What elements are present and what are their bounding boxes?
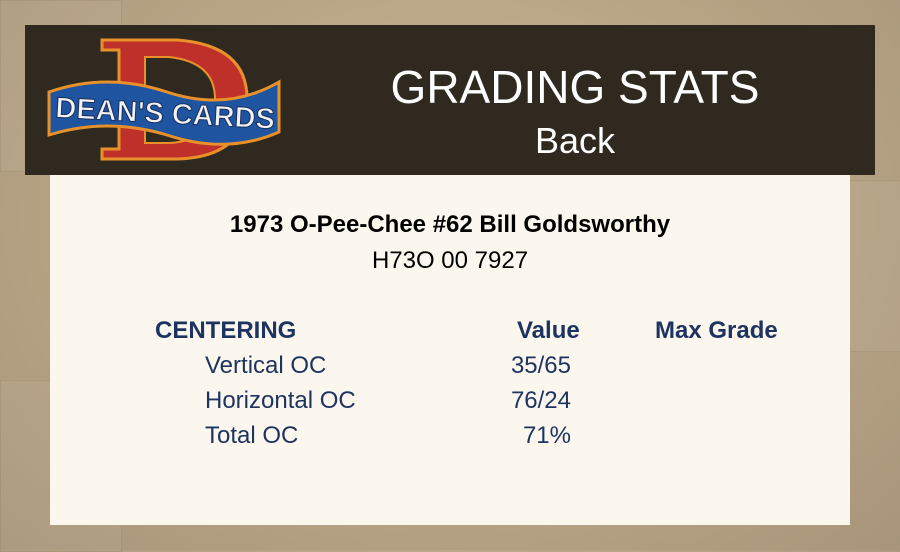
stats-panel: 1973 O-Pee-Chee #62 Bill Goldsworthy H73… [50, 175, 850, 525]
row-label: Horizontal OC [205, 387, 356, 414]
column-header-max-grade: Max Grade [655, 317, 778, 344]
card-name: 1973 O-Pee-Chee #62 Bill Goldsworthy [229, 211, 671, 238]
header-banner: DEAN'S CARDS GRADING STATS Back [25, 25, 875, 175]
section-header-centering: CENTERING [155, 317, 297, 344]
cert-number: H73O 00 7927 [371, 247, 529, 274]
deans-cards-logo: DEAN'S CARDS [47, 38, 281, 161]
row-value: 76/24 [510, 387, 571, 414]
row-value: 35/65 [510, 352, 571, 379]
page-subtitle: Back [534, 120, 616, 161]
page-title: GRADING STATS [390, 61, 760, 113]
row-label: Total OC [205, 422, 299, 449]
row-value: 71% [522, 422, 571, 449]
column-header-value: Value [517, 317, 580, 344]
row-label: Vertical OC [205, 352, 327, 379]
